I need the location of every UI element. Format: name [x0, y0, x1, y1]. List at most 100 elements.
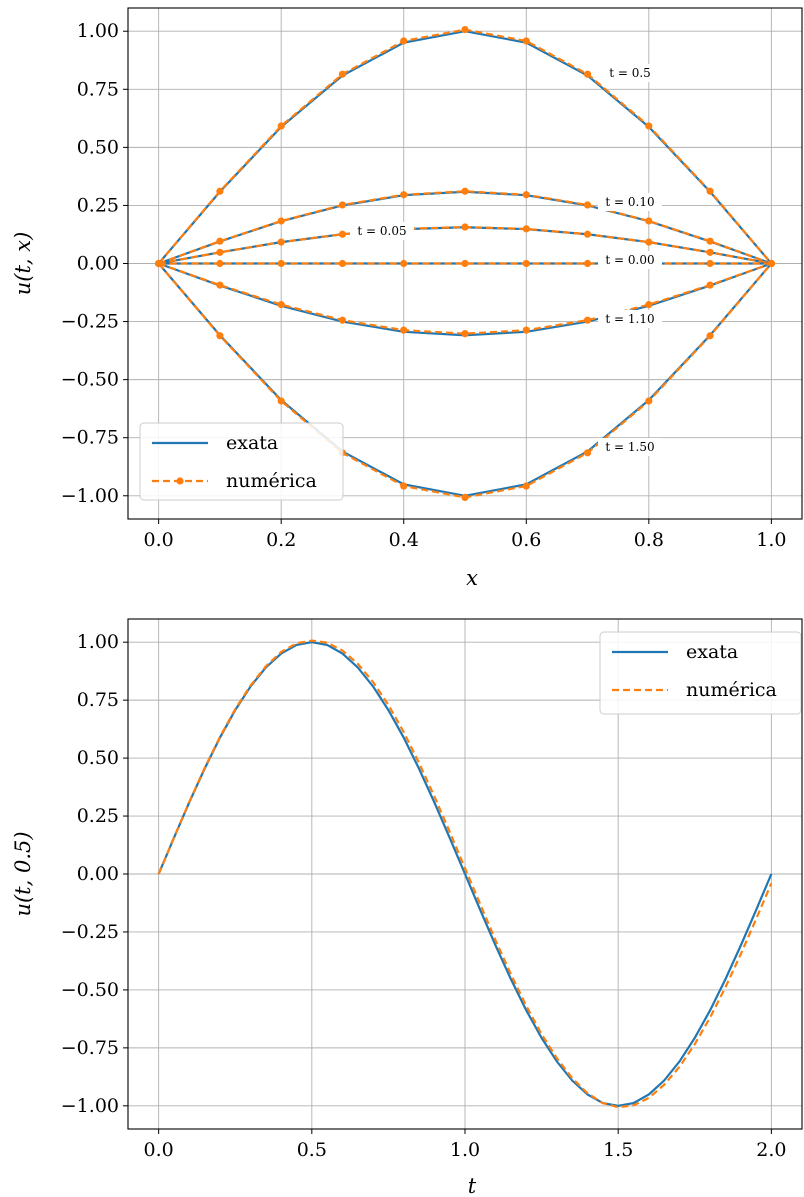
- top-curve-label-bg: [598, 438, 662, 456]
- top-numerica-point: [583, 230, 592, 238]
- top-numerica-point: [706, 259, 714, 268]
- top-numerica-line: [158, 225, 772, 265]
- top-curve-5: t = 1.50: [155, 259, 775, 501]
- top-numerica-point: [338, 316, 347, 324]
- bottom-ytick-label: 0.50: [77, 747, 119, 769]
- top-xtick-label: 0.4: [389, 529, 419, 551]
- top-numerica-point: [645, 122, 653, 130]
- top-numerica-point: [277, 217, 285, 225]
- top-numerica-point: [706, 248, 714, 256]
- top-curve-label-bg: [598, 64, 662, 82]
- bottom-xtick-label: 2.0: [756, 1139, 786, 1161]
- top-xtick-label: 0.2: [266, 529, 296, 551]
- top-curve-label: t = 0.5: [609, 66, 651, 80]
- top-ytick-label: −0.25: [61, 311, 119, 333]
- top-exata-line: [158, 226, 772, 265]
- top-xtick-label: 0.6: [511, 529, 541, 551]
- top-numerica-line: [158, 262, 772, 335]
- top-numerica-point: [277, 397, 285, 405]
- top-curve-label: t = 0.00: [605, 253, 654, 267]
- top-xlabel: x: [466, 566, 478, 590]
- top-xtick-label: 0.0: [144, 529, 174, 551]
- top-numerica-point: [522, 37, 530, 45]
- chart-top-profiles: t = 0.5 t = 0.10 t = 0.05 t = 0.00 t = 1.10 t…: [11, 7, 803, 590]
- bottom-xtick-label: 0.0: [144, 1139, 174, 1161]
- top-numerica-point: [645, 238, 653, 246]
- top-legend: exata numérica: [139, 422, 344, 501]
- top-numerica-point: [400, 259, 408, 268]
- bottom-legend: exata numérica: [599, 631, 802, 715]
- bottom-xtick-label: 0.5: [297, 1139, 327, 1161]
- top-curve-0: t = 0.5: [155, 26, 775, 268]
- top-curve-label: t = 0.10: [605, 195, 654, 209]
- top-numerica-point: [216, 259, 224, 268]
- bottom-ytick-label: 0.75: [77, 689, 119, 711]
- top-legend-label-numerica: numérica: [226, 470, 317, 492]
- top-numerica-point: [277, 259, 285, 268]
- top-numerica-point: [583, 316, 592, 324]
- top-legend-label-exata: exata: [226, 432, 278, 454]
- bottom-ylabel: u(t, 0.5): [11, 831, 35, 916]
- top-numerica-point: [583, 259, 592, 268]
- top-numerica-point: [216, 237, 224, 245]
- top-numerica-point: [706, 187, 714, 195]
- top-xtick-label: 1.0: [756, 529, 786, 551]
- top-numerica-point: [583, 201, 592, 209]
- top-numerica-point: [522, 191, 530, 199]
- top-numerica-point: [400, 191, 408, 199]
- top-curve-4: t = 1.10: [155, 259, 775, 338]
- bottom-ytick-label: 0.25: [77, 805, 119, 827]
- top-numerica-point: [338, 201, 347, 209]
- top-numerica-point: [400, 482, 408, 490]
- top-numerica-point: [522, 482, 530, 490]
- top-curve-label-bg: [598, 310, 662, 328]
- top-ylabel: u(t, x): [11, 232, 35, 296]
- top-numerica-point: [645, 397, 653, 405]
- top-ytick-label: 0.75: [77, 78, 119, 100]
- top-curve-label-bg: [598, 193, 662, 211]
- top-numerica-point: [645, 301, 653, 309]
- top-legend-marker: [176, 477, 184, 485]
- top-numerica-point: [216, 248, 224, 256]
- top-curve-label: t = 1.50: [605, 440, 654, 454]
- top-numerica-point: [277, 301, 285, 309]
- bottom-xtick-label: 1.0: [450, 1139, 480, 1161]
- bottom-ytick-label: −0.75: [61, 1037, 119, 1059]
- bottom-ytick-label: −0.25: [61, 921, 119, 943]
- top-numerica-point: [461, 26, 469, 34]
- top-numerica-point: [461, 493, 469, 501]
- bottom-legend-label-numerica: numérica: [686, 679, 777, 701]
- top-numerica-point: [277, 122, 285, 130]
- top-curve-label-bg: [598, 251, 662, 269]
- bottom-xlabel: t: [468, 1174, 477, 1197]
- top-curve-2: t = 0.05: [155, 222, 775, 268]
- top-numerica-point: [522, 259, 530, 268]
- bottom-xtick-label: 1.5: [603, 1139, 633, 1161]
- top-exata-line: [158, 262, 772, 337]
- top-ytick-label: −1.00: [61, 485, 119, 507]
- top-numerica-point: [216, 281, 224, 289]
- top-numerica-point: [216, 332, 224, 340]
- top-numerica-point: [338, 70, 347, 78]
- top-numerica-point: [461, 259, 469, 268]
- top-numerica-point: [461, 187, 469, 195]
- bottom-ytick-label: 0.00: [77, 863, 119, 885]
- top-numerica-point: [338, 230, 347, 238]
- top-ytick-label: 0.25: [77, 194, 119, 216]
- top-numerica-point: [522, 225, 530, 233]
- top-numerica-point: [767, 259, 775, 268]
- top-ytick-label: −0.50: [61, 369, 119, 391]
- top-curve-3: t = 0.00: [155, 251, 775, 269]
- top-numerica-point: [216, 187, 224, 195]
- top-numerica-point: [400, 37, 408, 45]
- top-ytick-label: −0.75: [61, 427, 119, 449]
- top-numerica-point: [400, 326, 408, 334]
- top-numerica-point: [155, 259, 163, 268]
- bottom-legend-label-exata: exata: [686, 641, 738, 663]
- bottom-numerica-line: [157, 639, 773, 1109]
- top-xtick-label: 0.8: [634, 529, 664, 551]
- bottom-ytick-label: −0.50: [61, 979, 119, 1001]
- top-numerica-point: [461, 330, 469, 338]
- bottom-ytick-label: 1.00: [77, 631, 119, 653]
- top-numerica-point: [338, 259, 347, 268]
